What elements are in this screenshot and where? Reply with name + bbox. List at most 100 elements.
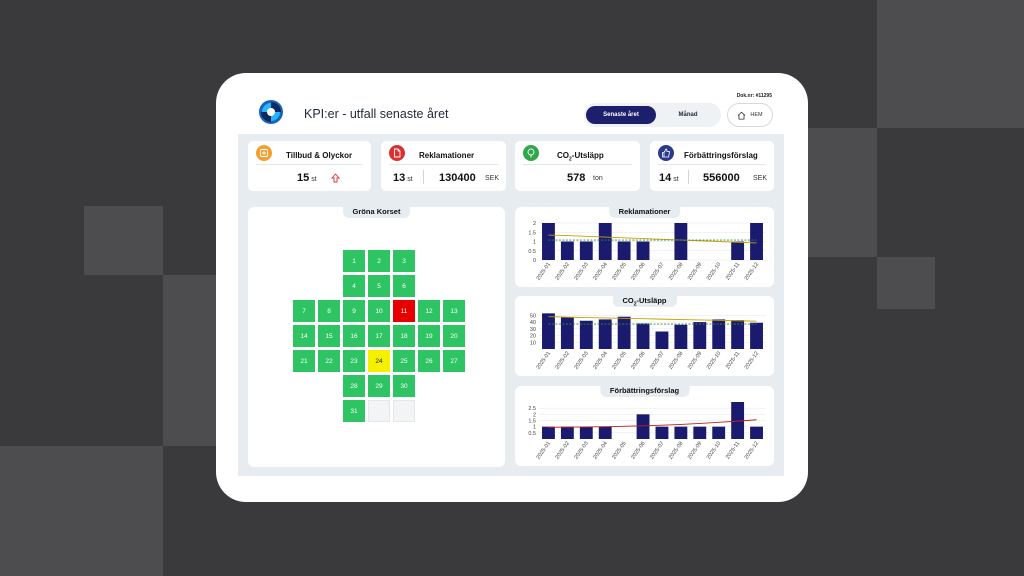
- day-cell-3[interactable]: 3: [393, 250, 415, 272]
- bar: [750, 426, 763, 439]
- background-square: [808, 128, 877, 257]
- day-cell-29[interactable]: 29: [368, 375, 390, 397]
- y-tick-label: 40: [530, 320, 536, 326]
- bar: [542, 313, 555, 349]
- bar: [655, 331, 669, 349]
- bar: [731, 320, 745, 349]
- bar: [693, 322, 707, 349]
- day-cell-6[interactable]: 6: [393, 275, 415, 297]
- background-square: [84, 206, 163, 275]
- bar: [560, 426, 574, 439]
- panel-title: CO2-Utsläpp: [612, 293, 677, 308]
- day-cell-13[interactable]: 13: [443, 300, 465, 322]
- day-cell-15[interactable]: 15: [318, 325, 340, 347]
- period-toggle: Senaste året Månad: [584, 103, 721, 127]
- day-cell-27[interactable]: 27: [443, 350, 465, 372]
- kpi-unit: SEK: [485, 175, 500, 182]
- bar: [598, 426, 612, 439]
- day-cell-5[interactable]: 5: [368, 275, 390, 297]
- toggle-manad[interactable]: Månad: [678, 112, 698, 118]
- home-button[interactable]: HEM: [727, 103, 773, 127]
- kpi-unit: ton: [593, 175, 603, 182]
- kpi-card-co2[interactable]: CO2-Utsläpp 578 ton: [515, 141, 640, 191]
- day-cell-24[interactable]: 24: [368, 350, 390, 372]
- x-tick-label: 2025-01: [536, 351, 552, 371]
- bar: [598, 319, 612, 349]
- day-cell-4[interactable]: 4: [343, 275, 365, 297]
- bar: [636, 241, 650, 260]
- kpi-unit: st: [407, 176, 413, 183]
- day-cell-18[interactable]: 18: [393, 325, 415, 347]
- bar: [617, 241, 631, 260]
- bar: [655, 426, 669, 439]
- y-tick-label: 0.5: [528, 431, 536, 437]
- day-cell-7[interactable]: 7: [293, 300, 315, 322]
- day-cell-1[interactable]: 1: [343, 250, 365, 272]
- x-tick-label: 2025-10: [706, 262, 722, 282]
- x-tick-label: 2025-08: [668, 441, 684, 461]
- divider: [523, 164, 632, 165]
- x-tick-label: 2025-07: [649, 441, 665, 461]
- day-cell-8[interactable]: 8: [318, 300, 340, 322]
- y-tick-label: 1.5: [528, 419, 536, 425]
- day-cell-9[interactable]: 9: [343, 300, 365, 322]
- toggle-senaste-aret[interactable]: Senaste året: [586, 106, 656, 124]
- bar: [579, 241, 593, 260]
- grona-korset-panel: Gröna Korset 1 2 3 4 5 6 7 8 9 10 11 12 13 14 15 16 17 18…: [248, 204, 505, 467]
- bar: [636, 323, 650, 349]
- y-tick-label: 0: [533, 258, 536, 264]
- day-cell-20[interactable]: 20: [443, 325, 465, 347]
- thumbs-up-icon: [658, 145, 674, 161]
- day-cell-31[interactable]: 31: [343, 400, 365, 422]
- app-header: KPI:er - utfall senaste året Dok.nr: #11…: [238, 90, 784, 134]
- day-cell-empty: [393, 400, 415, 422]
- kpi-unit: SEK: [753, 175, 768, 182]
- day-cell-10[interactable]: 10: [368, 300, 390, 322]
- y-tick-label: 2: [533, 221, 536, 227]
- day-cell-30[interactable]: 30: [393, 375, 415, 397]
- x-tick-label: 2025-02: [555, 351, 571, 371]
- day-cell-23[interactable]: 23: [343, 350, 365, 372]
- day-cell-16[interactable]: 16: [343, 325, 365, 347]
- kpi-unit: st: [311, 176, 317, 183]
- x-tick-label: 2025-06: [630, 441, 646, 461]
- divider: [688, 170, 689, 184]
- page-title: KPI:er - utfall senaste året: [304, 107, 449, 121]
- day-cell-28[interactable]: 28: [343, 375, 365, 397]
- bar: [560, 241, 574, 260]
- day-cell-26[interactable]: 26: [418, 350, 440, 372]
- day-cell-17[interactable]: 17: [368, 325, 390, 347]
- bar: [542, 426, 555, 439]
- x-tick-label: 2025-03: [573, 441, 589, 461]
- kpi-title: Förbättringsförslag: [684, 151, 758, 160]
- x-tick-label: 2025-03: [573, 351, 589, 371]
- day-cell-25[interactable]: 25: [393, 350, 415, 372]
- x-tick-label: 2025-02: [555, 441, 571, 461]
- day-cell-22[interactable]: 22: [318, 350, 340, 372]
- trend-line: [548, 419, 757, 428]
- x-tick-label: 2025-04: [592, 441, 608, 461]
- y-tick-label: 2: [533, 412, 536, 418]
- day-cell-21[interactable]: 21: [293, 350, 315, 372]
- day-cell-14[interactable]: 14: [293, 325, 315, 347]
- company-logo: [259, 100, 283, 124]
- day-cell-11[interactable]: 11: [393, 300, 415, 322]
- bar: [560, 317, 574, 349]
- day-cell-2[interactable]: 2: [368, 250, 390, 272]
- y-tick-label: 1: [533, 240, 536, 246]
- day-cell-12[interactable]: 12: [418, 300, 440, 322]
- day-cell-19[interactable]: 19: [418, 325, 440, 347]
- y-tick-label: 2.5: [528, 406, 536, 412]
- arrow-up-icon: [331, 173, 340, 183]
- x-tick-label: 2025-11: [725, 441, 741, 461]
- divider: [389, 164, 498, 165]
- trend-line: [548, 234, 757, 244]
- kpi-title: Reklamationer: [419, 151, 475, 160]
- x-tick-label: 2025-06: [630, 262, 646, 282]
- y-tick-label: 10: [530, 340, 536, 346]
